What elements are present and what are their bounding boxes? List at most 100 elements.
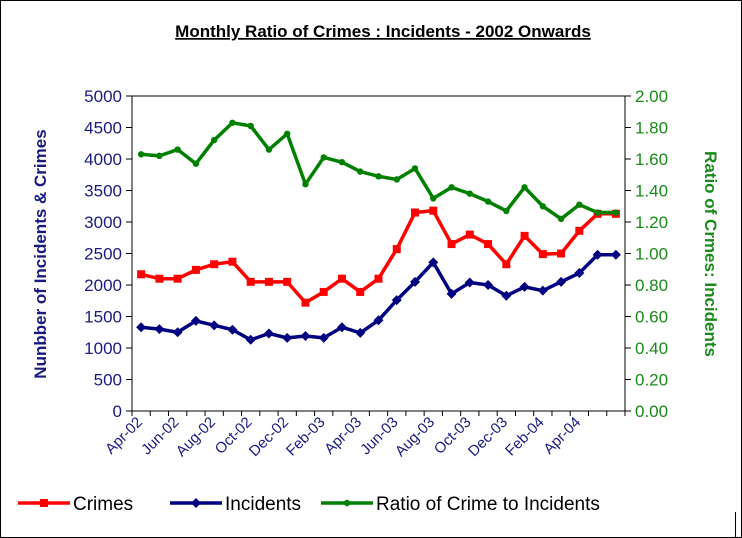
- y-left-tick-label: 0: [113, 402, 122, 421]
- data-point-ratio-of-crime-to-incidents: [338, 158, 346, 166]
- data-point-crimes: [374, 274, 383, 283]
- y-right-tick-label: 2.00: [635, 87, 668, 106]
- y-right-tick-label: 0.60: [635, 308, 668, 327]
- data-point-incidents: [464, 277, 475, 288]
- data-point-crimes: [575, 226, 584, 235]
- legend-label-ratio-of-crime-to-incidents: Ratio of Crime to Incidents: [376, 494, 600, 515]
- x-tick-label: Aug-03: [392, 414, 438, 460]
- y-left-tick-label: 1000: [84, 339, 122, 358]
- x-tick-label: Aug-02: [173, 414, 219, 460]
- data-point-incidents: [574, 268, 585, 279]
- data-point-incidents: [318, 332, 329, 343]
- data-point-crimes: [191, 265, 200, 274]
- data-point-ratio-of-crime-to-incidents: [448, 184, 455, 191]
- y-right-tick-label: 1.80: [635, 119, 668, 138]
- x-tick-label: Apr-02: [102, 414, 146, 458]
- data-point-ratio-of-crime-to-incidents: [393, 176, 400, 183]
- data-point-incidents: [592, 249, 603, 260]
- x-tick-label: Dec-02: [246, 414, 292, 460]
- data-point-ratio-of-crime-to-incidents: [576, 201, 583, 208]
- data-point-ratio-of-crime-to-incidents: [539, 203, 547, 210]
- x-tick-label: Apr-03: [321, 414, 365, 458]
- data-point-ratio-of-crime-to-incidents: [466, 190, 473, 197]
- data-point-crimes: [411, 208, 420, 217]
- y-left-tick-label: 4000: [84, 150, 122, 169]
- data-point-crimes: [429, 206, 438, 215]
- data-point-incidents: [556, 276, 567, 287]
- y-right-tick-label: 0.20: [635, 371, 668, 390]
- y-axis-left-label: Nunbber of Incidents & Crimes: [31, 129, 50, 378]
- data-point-crimes: [557, 249, 566, 258]
- data-point-ratio-of-crime-to-incidents: [430, 195, 437, 202]
- y-left-tick-label: 3500: [84, 182, 122, 201]
- y-left-tick-label: 5000: [84, 87, 122, 106]
- data-point-ratio-of-crime-to-incidents: [265, 146, 273, 153]
- data-point-ratio-of-crime-to-incidents: [557, 215, 565, 223]
- y-axis-right-label: Ratio of Crmes: Incidents: [701, 151, 720, 357]
- data-point-incidents: [483, 280, 494, 290]
- data-point-ratio-of-crime-to-incidents: [375, 173, 382, 180]
- y-right-tick-label: 1.00: [635, 245, 668, 264]
- data-point-crimes: [447, 240, 456, 249]
- data-point-incidents: [136, 322, 147, 333]
- x-tick-label: Dec-03: [465, 414, 511, 460]
- data-point-incidents: [300, 331, 311, 342]
- data-point-ratio-of-crime-to-incidents: [174, 146, 181, 153]
- data-point-crimes: [137, 270, 146, 279]
- data-point-ratio-of-crime-to-incidents: [156, 152, 163, 160]
- y-left-tick-label: 2000: [84, 276, 122, 295]
- data-point-incidents: [410, 276, 421, 287]
- plot-area: 0 500 1000 1500 2000 2500 3000 3500 4000 4500 5000…: [84, 87, 668, 460]
- data-point-ratio-of-crime-to-incidents: [137, 151, 145, 158]
- data-point-incidents: [245, 334, 256, 345]
- data-point-crimes: [356, 287, 365, 296]
- data-point-ratio-of-crime-to-incidents: [192, 160, 200, 167]
- data-point-crimes: [228, 257, 237, 266]
- data-point-crimes: [392, 245, 401, 254]
- data-point-ratio-of-crime-to-incidents: [284, 130, 291, 137]
- data-point-incidents: [190, 315, 201, 326]
- data-point-crimes: [173, 274, 182, 283]
- data-point-ratio-of-crime-to-incidents: [411, 165, 419, 172]
- legend-marker-ratio-of-crime-to-incidents: [343, 499, 351, 507]
- data-point-incidents: [391, 295, 402, 306]
- data-point-incidents: [501, 290, 512, 301]
- data-point-incidents: [209, 320, 220, 331]
- data-point-incidents: [172, 327, 183, 338]
- frame-stub-line: [735, 512, 736, 538]
- data-point-incidents: [263, 328, 274, 339]
- y-left-tick-label: 4500: [84, 119, 122, 138]
- y-left-tick-label: 3000: [84, 213, 122, 232]
- y-left-tick-label: 2500: [84, 245, 122, 264]
- data-point-incidents: [610, 249, 621, 260]
- data-point-incidents: [373, 315, 384, 326]
- y-right-tick-label: 1.20: [635, 213, 668, 232]
- data-point-ratio-of-crime-to-incidents: [302, 181, 309, 188]
- data-point-crimes: [319, 287, 328, 296]
- x-tick-label: Apr-04: [540, 414, 584, 458]
- data-point-crimes: [210, 260, 219, 269]
- legend-marker-incidents: [191, 498, 201, 508]
- data-point-incidents: [336, 322, 347, 333]
- data-point-crimes: [337, 274, 346, 283]
- x-tick-label: Feb-03: [283, 414, 329, 460]
- data-point-crimes: [538, 250, 547, 259]
- data-point-ratio-of-crime-to-incidents: [210, 136, 218, 144]
- y-right-tick-label: 0.80: [635, 276, 668, 295]
- data-point-ratio-of-crime-to-incidents: [357, 168, 364, 175]
- legend-marker-crimes: [40, 499, 48, 507]
- chart-title: Monthly Ratio of Crimes : Incidents - 20…: [175, 22, 591, 41]
- data-point-incidents: [154, 324, 165, 335]
- y-left-tick-label: 500: [94, 371, 122, 390]
- data-point-ratio-of-crime-to-incidents: [594, 209, 601, 216]
- legend-label-crimes: Crimes: [73, 494, 133, 515]
- y-right-tick-label: 0.40: [635, 339, 668, 358]
- data-point-incidents: [282, 332, 293, 343]
- data-point-ratio-of-crime-to-incidents: [229, 119, 236, 126]
- data-point-crimes: [484, 240, 493, 249]
- data-point-crimes: [155, 274, 164, 283]
- y-right-tick-label: 1.40: [635, 182, 668, 201]
- data-point-incidents: [537, 285, 548, 296]
- x-tick-label: Feb-04: [502, 414, 548, 460]
